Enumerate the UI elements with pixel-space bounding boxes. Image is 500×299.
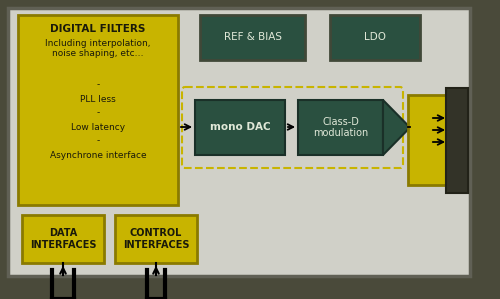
FancyBboxPatch shape (8, 8, 470, 276)
Text: -: - (96, 80, 100, 89)
Text: PLL less: PLL less (80, 94, 116, 103)
FancyBboxPatch shape (446, 88, 468, 193)
Text: Including interpolation,: Including interpolation, (45, 39, 151, 48)
Text: LDO: LDO (364, 33, 386, 42)
FancyBboxPatch shape (22, 215, 104, 263)
FancyBboxPatch shape (408, 95, 448, 185)
Text: -: - (96, 137, 100, 146)
Text: DATA
INTERFACES: DATA INTERFACES (30, 228, 96, 250)
Text: Low latency: Low latency (71, 123, 125, 132)
Text: -: - (96, 109, 100, 118)
FancyBboxPatch shape (298, 100, 383, 155)
Text: REF & BIAS: REF & BIAS (224, 33, 282, 42)
FancyBboxPatch shape (195, 100, 285, 155)
FancyBboxPatch shape (115, 215, 197, 263)
Text: Class-D
modulation: Class-D modulation (313, 117, 368, 138)
Polygon shape (383, 100, 410, 155)
FancyBboxPatch shape (330, 15, 420, 60)
Text: noise shaping, etc…: noise shaping, etc… (52, 48, 144, 57)
Text: CONTROL
INTERFACES: CONTROL INTERFACES (123, 228, 189, 250)
Text: DIGITAL FILTERS: DIGITAL FILTERS (50, 24, 146, 34)
Text: Asynchrone interface: Asynchrone interface (50, 150, 146, 159)
Text: mono DAC: mono DAC (210, 123, 270, 132)
FancyBboxPatch shape (18, 15, 178, 205)
FancyBboxPatch shape (200, 15, 305, 60)
